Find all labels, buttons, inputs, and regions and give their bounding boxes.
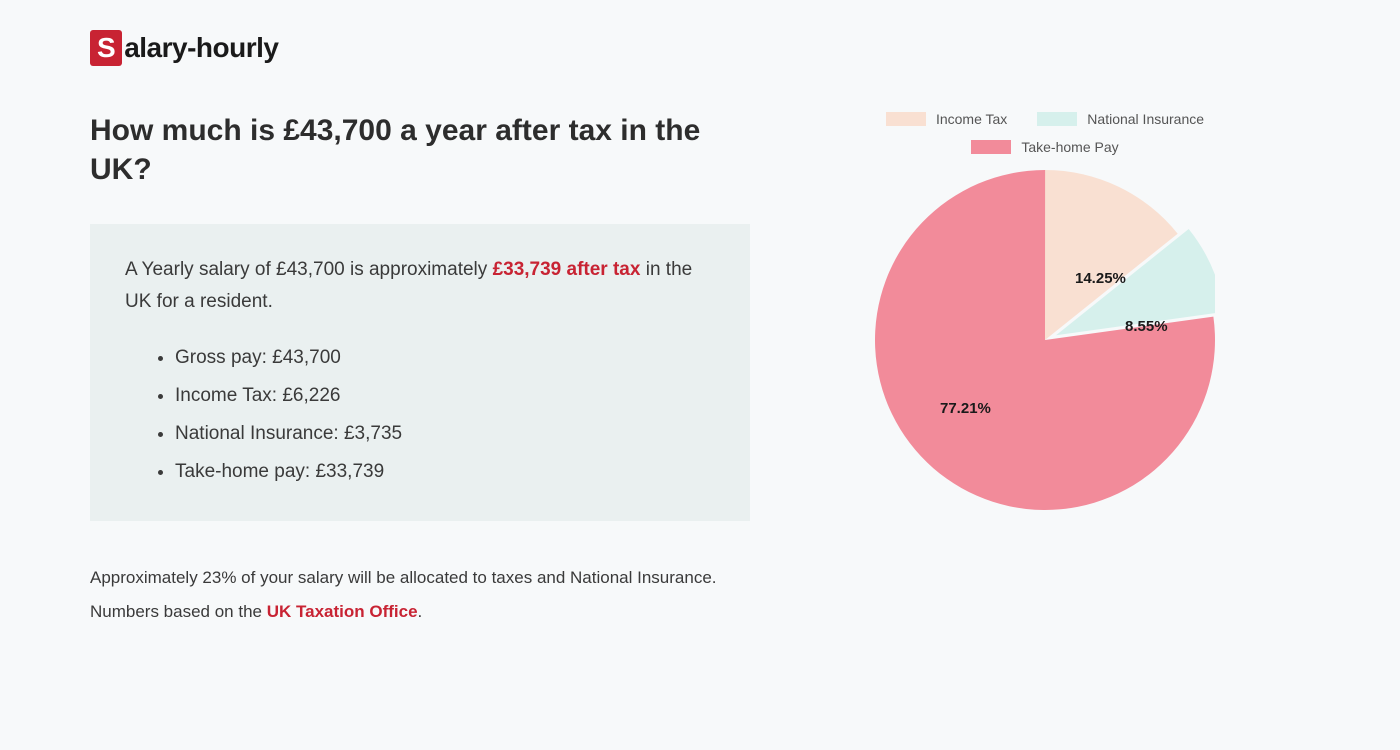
pie-slice-label: 77.21% <box>940 400 991 417</box>
chart-legend: Income Tax National Insurance Take-home … <box>845 111 1245 155</box>
legend-label: Take-home Pay <box>1021 139 1118 155</box>
summary-box: A Yearly salary of £43,700 is approximat… <box>90 224 750 521</box>
logo: Salary-hourly <box>90 30 1310 66</box>
list-item: Take-home pay: £33,739 <box>175 453 715 491</box>
pie-slice-label: 14.25% <box>1075 270 1126 287</box>
page-title: How much is £43,700 a year after tax in … <box>90 111 750 189</box>
chart-column: Income Tax National Insurance Take-home … <box>830 111 1260 629</box>
pie-slice-label: 8.55% <box>1125 318 1168 335</box>
logo-badge: S <box>90 30 122 66</box>
left-column: How much is £43,700 a year after tax in … <box>90 111 750 629</box>
legend-item: Take-home Pay <box>971 139 1118 155</box>
legend-label: National Insurance <box>1087 111 1204 127</box>
list-item: National Insurance: £3,735 <box>175 415 715 453</box>
list-item: Gross pay: £43,700 <box>175 339 715 377</box>
taxation-office-link[interactable]: UK Taxation Office <box>267 602 418 621</box>
summary-highlight: £33,739 after tax <box>493 259 641 280</box>
pie-chart: 14.25% 8.55% 77.21% <box>875 170 1215 510</box>
footer-line1: Approximately 23% of your salary will be… <box>90 568 717 587</box>
footer-line2-before: Numbers based on the <box>90 602 267 621</box>
summary-before: A Yearly salary of £43,700 is approximat… <box>125 259 493 280</box>
logo-text: alary-hourly <box>124 32 278 64</box>
legend-swatch-take-home <box>971 140 1011 154</box>
breakdown-list: Gross pay: £43,700 Income Tax: £6,226 Na… <box>125 339 715 491</box>
footer-text: Approximately 23% of your salary will be… <box>90 561 750 629</box>
main-container: How much is £43,700 a year after tax in … <box>90 111 1310 629</box>
legend-swatch-income-tax <box>886 112 926 126</box>
list-item: Income Tax: £6,226 <box>175 377 715 415</box>
summary-text: A Yearly salary of £43,700 is approximat… <box>125 254 715 319</box>
footer-line2-after: . <box>418 602 423 621</box>
legend-item: National Insurance <box>1037 111 1204 127</box>
pie-svg <box>875 170 1215 510</box>
legend-swatch-national-insurance <box>1037 112 1077 126</box>
legend-item: Income Tax <box>886 111 1007 127</box>
legend-label: Income Tax <box>936 111 1007 127</box>
